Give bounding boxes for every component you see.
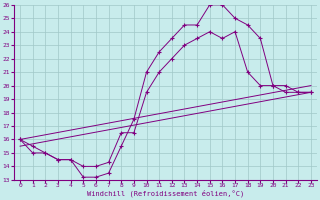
X-axis label: Windchill (Refroidissement éolien,°C): Windchill (Refroidissement éolien,°C) (87, 190, 244, 197)
